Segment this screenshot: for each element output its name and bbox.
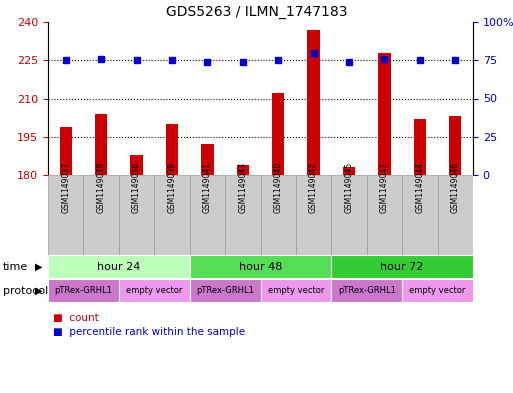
Text: pTRex-GRHL1: pTRex-GRHL1 <box>54 286 112 295</box>
Text: hour 72: hour 72 <box>381 261 424 272</box>
Bar <box>95 114 107 175</box>
Text: ■  count: ■ count <box>53 313 99 323</box>
Text: ■  percentile rank within the sample: ■ percentile rank within the sample <box>53 327 245 337</box>
Text: pTRex-GRHL1: pTRex-GRHL1 <box>196 286 254 295</box>
Bar <box>449 116 462 175</box>
Bar <box>296 175 331 255</box>
Bar <box>272 94 284 175</box>
Bar <box>402 279 473 302</box>
Bar <box>119 175 154 255</box>
Bar <box>331 279 402 302</box>
Text: empty vector: empty vector <box>268 286 324 295</box>
Bar <box>236 165 249 175</box>
Bar <box>84 175 119 255</box>
Bar <box>402 175 438 255</box>
Text: GSM1149044: GSM1149044 <box>416 162 424 213</box>
Bar <box>201 144 213 175</box>
Bar <box>261 279 331 302</box>
Bar <box>343 167 355 175</box>
Text: GSM1149041: GSM1149041 <box>203 162 212 213</box>
Text: GSM1149042: GSM1149042 <box>309 162 318 213</box>
Bar <box>48 175 84 255</box>
Bar <box>331 255 473 278</box>
Text: hour 48: hour 48 <box>239 261 282 272</box>
Text: pTRex-GRHL1: pTRex-GRHL1 <box>338 286 396 295</box>
Text: ▶: ▶ <box>35 261 43 272</box>
Bar <box>166 124 178 175</box>
Bar <box>190 279 261 302</box>
Bar <box>60 127 72 175</box>
Text: GSM1149040: GSM1149040 <box>274 162 283 213</box>
Bar <box>154 175 190 255</box>
Bar <box>307 29 320 175</box>
Text: ▶: ▶ <box>35 285 43 296</box>
Bar <box>331 175 367 255</box>
Text: empty vector: empty vector <box>126 286 183 295</box>
Bar <box>119 279 190 302</box>
Bar <box>438 175 473 255</box>
Bar <box>190 175 225 255</box>
Text: GSM1149045: GSM1149045 <box>345 162 353 213</box>
Bar <box>225 175 261 255</box>
Text: empty vector: empty vector <box>409 286 466 295</box>
Text: GSM1149037: GSM1149037 <box>61 162 70 213</box>
Bar <box>190 255 331 278</box>
Text: GSM1149047: GSM1149047 <box>380 162 389 213</box>
Bar <box>378 53 391 175</box>
Text: time: time <box>3 261 28 272</box>
Text: GSM1149039: GSM1149039 <box>96 162 106 213</box>
Text: hour 24: hour 24 <box>97 261 141 272</box>
Text: GSM1149046: GSM1149046 <box>451 162 460 213</box>
Bar <box>413 119 426 175</box>
Text: GDS5263 / ILMN_1747183: GDS5263 / ILMN_1747183 <box>166 5 347 19</box>
Bar <box>367 175 402 255</box>
Text: GSM1149043: GSM1149043 <box>239 162 247 213</box>
Bar <box>130 154 143 175</box>
Bar <box>48 279 119 302</box>
Bar <box>48 255 190 278</box>
Bar <box>261 175 296 255</box>
Text: GSM1149038: GSM1149038 <box>167 162 176 213</box>
Text: protocol: protocol <box>3 285 48 296</box>
Text: GSM1149036: GSM1149036 <box>132 162 141 213</box>
